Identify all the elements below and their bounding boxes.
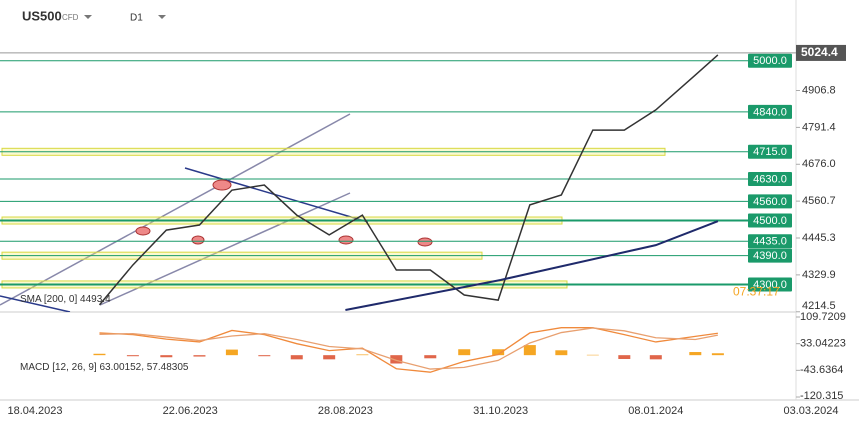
level-label: 4715.0 — [753, 146, 787, 158]
histogram-bar — [93, 353, 106, 356]
x-tick-label: 31.10.2023 — [473, 405, 528, 417]
histogram-bar — [492, 349, 505, 356]
y-tick-label: 4906.8 — [802, 84, 836, 96]
histogram-bar — [258, 355, 271, 357]
instrument: CFD — [62, 13, 79, 22]
price-pane — [0, 54, 748, 312]
y-tick-label: 4445.3 — [802, 232, 836, 244]
timeframe[interactable]: D1 — [130, 13, 143, 24]
marker — [417, 237, 433, 247]
histogram-bar — [523, 345, 536, 356]
signal-line — [99, 327, 719, 370]
macd-legend: MACD [12, 26, 9] 63.00152, 57.48305 — [20, 362, 189, 373]
level-label: 5000.0 — [753, 55, 787, 67]
signal-value: 57.48305 — [147, 362, 189, 373]
level-label: 4840.0 — [753, 106, 787, 118]
histogram-bar — [586, 354, 599, 356]
x-tick-label: 18.04.2023 — [7, 405, 62, 417]
y-tick-label: 4676.0 — [802, 158, 836, 170]
level-box — [748, 277, 792, 292]
level-label: 4630.0 — [753, 173, 787, 185]
last-price-label: 5024.4 — [801, 45, 838, 59]
histogram-bar — [390, 355, 403, 364]
trend-line — [0, 295, 71, 312]
level-box — [748, 248, 792, 263]
histogram-bar — [689, 352, 702, 356]
marker — [135, 226, 151, 236]
histogram-bar — [126, 355, 139, 357]
time-label: 07:37:17 — [733, 285, 780, 299]
sma-name: SMA [200, 0] — [20, 294, 77, 305]
y-tick-label: 109.7209 — [800, 311, 846, 323]
price-line — [98, 54, 719, 306]
histogram-bar — [649, 355, 662, 360]
dropdown-arrow[interactable] — [84, 15, 92, 19]
x-tick-label: 08.01.2024 — [628, 405, 683, 417]
y-tick-label: -43.6364 — [800, 364, 843, 376]
x-tick-label: 03.03.2024 — [783, 405, 838, 417]
level-box — [748, 213, 792, 228]
level-label: 4300.0 — [753, 279, 787, 291]
histogram-bar — [290, 355, 303, 360]
level-box — [748, 144, 792, 159]
level-box — [748, 53, 792, 68]
histogram-bar — [193, 355, 206, 357]
histogram-bar — [555, 350, 568, 356]
macd-value: 63.00152 — [99, 362, 141, 373]
y-tick-label: 33.04223 — [800, 338, 846, 350]
x-tick-label: 22.06.2023 — [163, 405, 218, 417]
level-box — [748, 104, 792, 119]
histogram-bar — [225, 349, 238, 356]
histogram-bar — [424, 355, 437, 359]
x-tick-label: 28.08.2023 — [318, 405, 373, 417]
macd-pane — [93, 327, 724, 373]
level-label: 4560.0 — [753, 196, 787, 208]
histogram-bar — [356, 354, 369, 356]
y-tick-label: 4214.5 — [802, 300, 836, 312]
y-tick-label: 4329.9 — [802, 269, 836, 281]
y-tick-label: -120.315 — [800, 390, 843, 402]
dropdown-arrow[interactable] — [158, 15, 166, 19]
histogram-bar — [160, 355, 173, 358]
marker — [191, 235, 205, 245]
channel-line — [0, 113, 351, 306]
sma-legend: SMA [200, 0] 4493.4 — [20, 294, 111, 305]
last-price-box — [796, 44, 846, 61]
level-box — [748, 171, 792, 186]
histogram-bar — [323, 355, 336, 360]
level-label: 4390.0 — [753, 250, 787, 262]
histogram-bar — [711, 353, 724, 356]
symbol[interactable]: US500 — [22, 8, 62, 23]
histogram-bar — [618, 355, 631, 359]
y-tick-label: 4560.7 — [802, 195, 836, 207]
macd-name: MACD [12, 26, 9] — [20, 362, 97, 373]
marker — [212, 179, 232, 191]
level-label: 4435.0 — [753, 236, 787, 248]
sma-line — [345, 220, 719, 311]
marker — [338, 235, 354, 245]
level-label: 4500.0 — [753, 215, 787, 227]
level-box — [748, 234, 792, 249]
channel-line — [99, 192, 351, 306]
level-box — [748, 194, 792, 209]
sma-value: 4493.4 — [80, 294, 111, 305]
histogram-bar — [458, 349, 471, 356]
y-tick-label: 4791.4 — [802, 121, 836, 133]
trend-line — [184, 167, 369, 223]
